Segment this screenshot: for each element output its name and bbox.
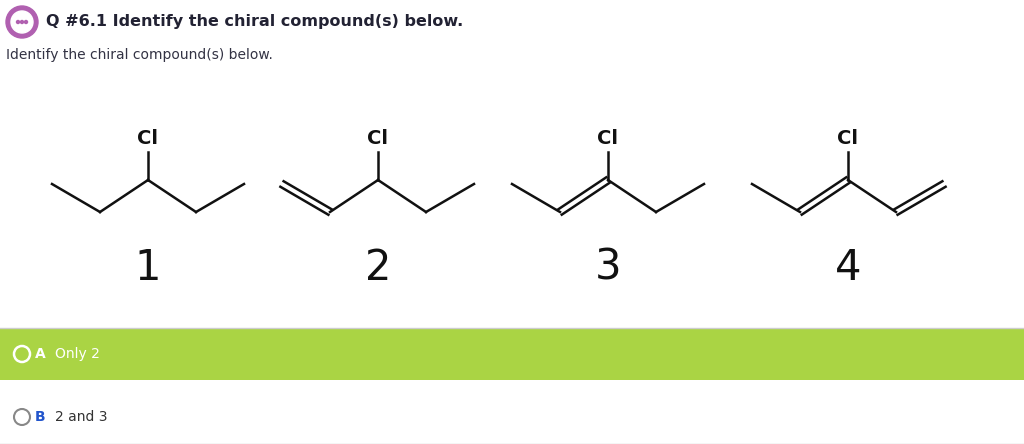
Circle shape — [25, 20, 28, 24]
Circle shape — [6, 6, 38, 38]
Text: 4: 4 — [835, 247, 861, 289]
Text: 1: 1 — [135, 247, 161, 289]
Text: Identify the chiral compound(s) below.: Identify the chiral compound(s) below. — [6, 48, 272, 62]
Text: Cl: Cl — [137, 128, 159, 147]
Circle shape — [20, 20, 24, 24]
Text: 2 and 3: 2 and 3 — [55, 410, 108, 424]
Text: B: B — [35, 410, 45, 424]
Text: Only 2: Only 2 — [55, 347, 100, 361]
Text: Cl: Cl — [597, 128, 618, 147]
Circle shape — [11, 11, 33, 33]
Bar — [0, 328, 1024, 380]
Text: Cl: Cl — [838, 128, 858, 147]
Circle shape — [16, 20, 19, 24]
Text: Q #6.1 Identify the chiral compound(s) below.: Q #6.1 Identify the chiral compound(s) b… — [46, 15, 463, 29]
Text: 3: 3 — [595, 247, 622, 289]
Text: A: A — [35, 347, 45, 361]
Text: Cl: Cl — [368, 128, 388, 147]
Text: 2: 2 — [365, 247, 391, 289]
